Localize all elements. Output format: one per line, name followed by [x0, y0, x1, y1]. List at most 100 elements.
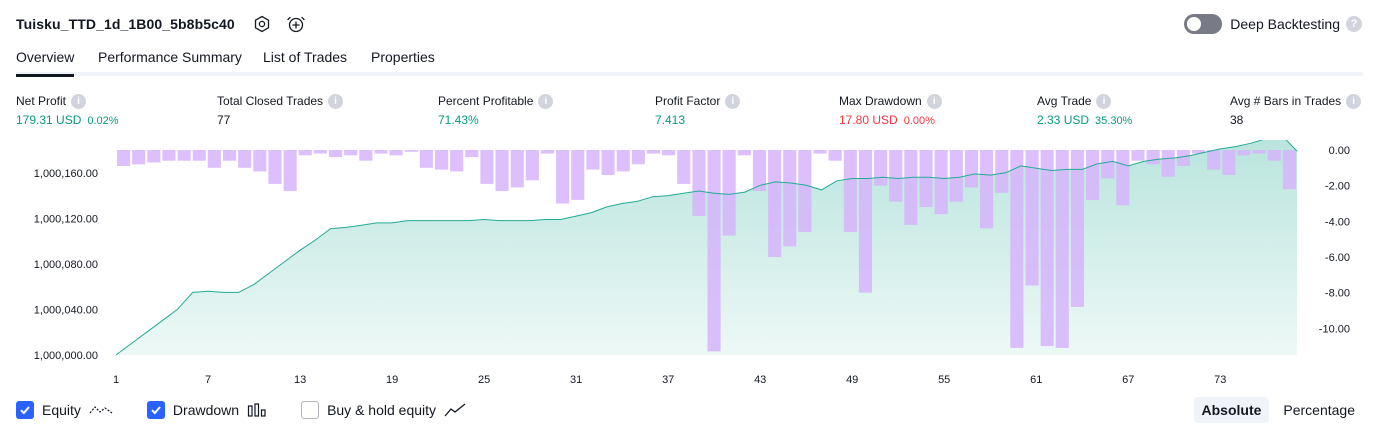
drawdown-bar[interactable] [132, 150, 146, 165]
drawdown-bar[interactable] [919, 150, 933, 207]
drawdown-bar[interactable] [344, 150, 358, 156]
drawdown-bar[interactable] [783, 150, 797, 247]
drawdown-bar[interactable] [329, 150, 343, 158]
info-icon[interactable]: i [725, 93, 741, 109]
drawdown-bar[interactable] [495, 150, 509, 191]
drawdown-bar[interactable] [722, 150, 736, 236]
drawdown-bar[interactable] [874, 150, 888, 186]
info-icon[interactable]: i [328, 93, 344, 109]
drawdown-bar[interactable] [374, 150, 388, 154]
legend-drawdown[interactable]: Drawdown [146, 401, 267, 419]
drawdown-bar[interactable] [1055, 150, 1069, 348]
drawdown-bar[interactable] [843, 150, 857, 232]
drawdown-bar[interactable] [419, 150, 433, 168]
drawdown-bar[interactable] [1282, 150, 1296, 190]
drawdown-bar[interactable] [480, 150, 494, 184]
percentage-button[interactable]: Percentage [1283, 402, 1355, 418]
absolute-button[interactable]: Absolute [1193, 397, 1270, 423]
drawdown-bar[interactable] [904, 150, 918, 225]
drawdown-bar[interactable] [1176, 150, 1190, 166]
drawdown-bar[interactable] [1101, 150, 1115, 179]
buy-hold-checkbox[interactable] [301, 401, 320, 419]
drawdown-bar[interactable] [1222, 150, 1236, 175]
deep-backtesting-toggle[interactable] [1184, 14, 1223, 34]
drawdown-bar[interactable] [631, 150, 645, 165]
drawdown-bar[interactable] [934, 150, 948, 215]
drawdown-bar[interactable] [162, 150, 176, 161]
drawdown-bar[interactable] [995, 150, 1009, 193]
drawdown-bar[interactable] [1086, 150, 1100, 200]
drawdown-bar[interactable] [283, 150, 297, 191]
drawdown-bar[interactable] [889, 150, 903, 202]
drawdown-bar[interactable] [828, 150, 842, 161]
drawdown-bar[interactable] [525, 150, 539, 181]
info-icon[interactable]: i [538, 93, 554, 109]
drawdown-bar[interactable] [1207, 150, 1221, 170]
drawdown-bar[interactable] [540, 150, 554, 154]
drawdown-bar[interactable] [253, 150, 267, 172]
drawdown-bar[interactable] [964, 150, 978, 188]
drawdown-bar[interactable] [707, 150, 721, 352]
equity-drawdown-chart[interactable]: 1,000,160.00 1,000,120.00 1,000,080.00 1,00… [0, 140, 1379, 390]
drawdown-bar[interactable] [359, 150, 373, 161]
drawdown-bar[interactable] [1010, 150, 1024, 348]
drawdown-bar[interactable] [147, 150, 161, 163]
drawdown-bar[interactable] [556, 150, 570, 204]
drawdown-bar[interactable] [510, 150, 524, 188]
drawdown-bar[interactable] [117, 150, 131, 166]
drawdown-bar[interactable] [737, 150, 751, 156]
drawdown-bar[interactable] [1116, 150, 1130, 206]
drawdown-bar[interactable] [1161, 150, 1175, 177]
drawdown-bar[interactable] [768, 150, 782, 257]
tab-list-of-trades[interactable]: List of Trades [263, 49, 348, 65]
drawdown-bar[interactable] [1070, 150, 1084, 307]
drawdown-bar[interactable] [586, 150, 600, 170]
drawdown-bar[interactable] [465, 150, 479, 158]
drawdown-bar[interactable] [571, 150, 585, 200]
legend-buy-hold[interactable]: Buy & hold equity [301, 401, 466, 419]
drawdown-bar[interactable] [298, 150, 312, 156]
drawdown-bar[interactable] [980, 150, 994, 229]
help-icon[interactable]: ? [1346, 16, 1362, 32]
drawdown-bar[interactable] [858, 150, 872, 293]
drawdown-bar[interactable] [435, 150, 449, 170]
drawdown-bar[interactable] [404, 150, 418, 152]
drawdown-bar[interactable] [677, 150, 691, 184]
info-icon[interactable]: i [1346, 93, 1362, 109]
drawdown-bar[interactable] [1192, 150, 1206, 154]
drawdown-bar[interactable] [268, 150, 282, 184]
drawdown-bar[interactable] [798, 150, 812, 232]
drawdown-bar[interactable] [192, 150, 206, 161]
drawdown-bar[interactable] [1025, 150, 1039, 286]
drawdown-bar[interactable] [389, 150, 403, 156]
drawdown-bar[interactable] [692, 150, 706, 216]
tab-properties[interactable]: Properties [371, 49, 435, 65]
legend-equity[interactable]: Equity [16, 401, 113, 419]
drawdown-bar[interactable] [949, 150, 963, 202]
equity-checkbox[interactable] [16, 401, 34, 419]
drawdown-bar[interactable] [1237, 150, 1251, 156]
drawdown-bar[interactable] [646, 150, 660, 154]
drawdown-bar[interactable] [1252, 150, 1266, 154]
drawdown-bar[interactable] [1040, 150, 1054, 347]
drawdown-bar[interactable] [813, 150, 827, 154]
drawdown-bar[interactable] [752, 150, 766, 191]
drawdown-bar[interactable] [1131, 150, 1145, 161]
info-icon[interactable]: i [71, 93, 87, 109]
info-icon[interactable]: i [1096, 93, 1112, 109]
drawdown-bar[interactable] [1146, 150, 1160, 165]
drawdown-bar[interactable] [223, 150, 237, 161]
info-icon[interactable]: i [926, 93, 942, 109]
alarm-add-icon[interactable] [285, 13, 307, 35]
drawdown-bar[interactable] [662, 150, 676, 156]
drawdown-bar[interactable] [616, 150, 630, 172]
drawdown-bar[interactable] [238, 150, 252, 168]
drawdown-bar[interactable] [450, 150, 464, 172]
drawdown-bar[interactable] [177, 150, 191, 161]
drawdown-bar[interactable] [207, 150, 221, 168]
drawdown-bar[interactable] [313, 150, 327, 154]
tab-performance-summary[interactable]: Performance Summary [98, 49, 242, 65]
drawdown-bar[interactable] [601, 150, 615, 175]
tab-overview[interactable]: Overview [16, 49, 75, 77]
drawdown-checkbox[interactable] [146, 401, 165, 419]
